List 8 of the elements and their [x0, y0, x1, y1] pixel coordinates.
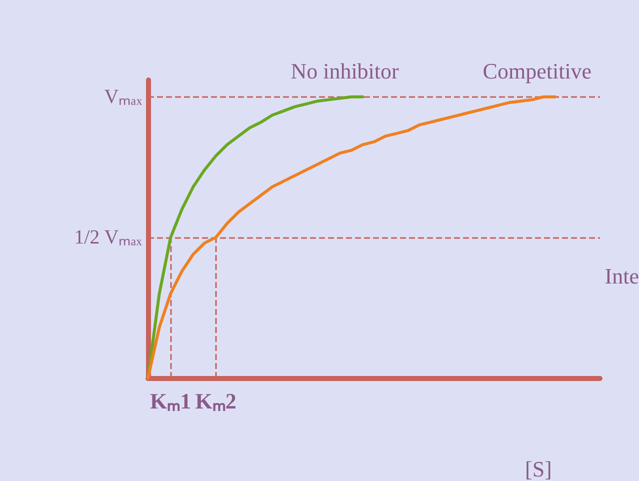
x-axis-title: [S]: [525, 456, 552, 481]
ref-line-label: 1/2 Vₘₐₓ: [74, 226, 142, 248]
series-label: No inhibitor: [290, 58, 400, 84]
x-tick-label: Kₘ1: [150, 388, 192, 414]
x-tick-label: Kₘ2: [195, 388, 236, 414]
text: Inte: [604, 264, 639, 288]
series-label: Competitive: [482, 58, 592, 84]
ref-line-label: Vₘₐₓ: [104, 86, 142, 108]
